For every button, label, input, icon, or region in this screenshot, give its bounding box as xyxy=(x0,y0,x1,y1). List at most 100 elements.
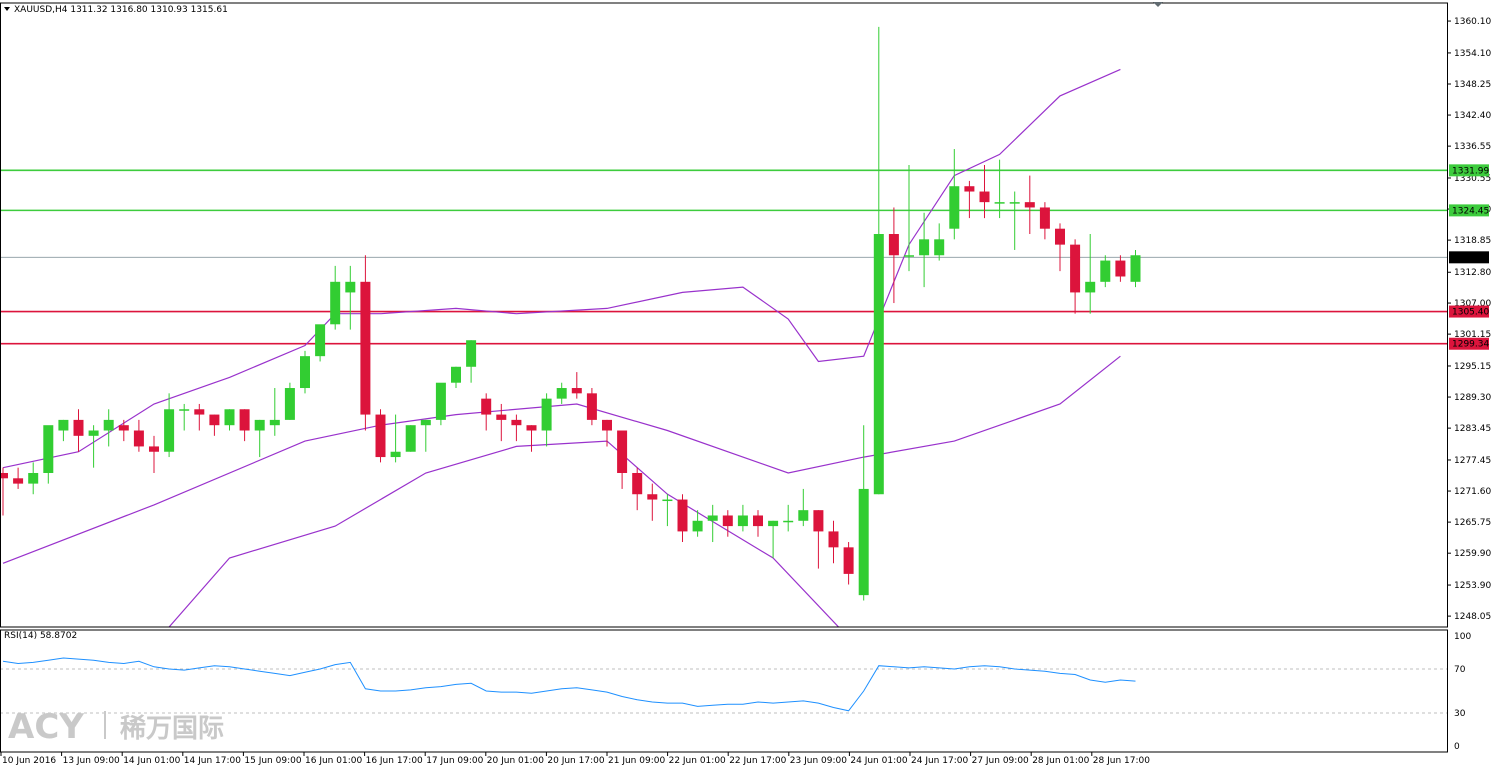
rsi-panel xyxy=(0,657,1447,714)
y-tick-label: 1248.05 xyxy=(1454,612,1491,622)
level-price-tag xyxy=(1449,337,1489,350)
candle-body xyxy=(798,510,809,521)
candle-body xyxy=(28,472,39,484)
candle-body xyxy=(843,547,854,574)
candle-body xyxy=(254,419,265,431)
level-price-label: 1305.40 xyxy=(1452,308,1489,318)
candle xyxy=(677,494,688,543)
y-tick-label: 1312.80 xyxy=(1454,268,1491,278)
candle-body xyxy=(1055,228,1065,245)
level-price-label: 1331.99 xyxy=(1452,166,1489,176)
candle-body xyxy=(149,446,159,452)
candle xyxy=(375,409,386,463)
candle xyxy=(239,409,250,442)
candle xyxy=(496,403,507,442)
y-tick-label: 1259.90 xyxy=(1454,549,1491,559)
candle xyxy=(315,324,326,362)
y-tick-label: 1318.85 xyxy=(1454,236,1491,246)
candle xyxy=(284,382,295,420)
candle-body xyxy=(979,191,990,203)
rsi-panel-frame xyxy=(0,629,1448,753)
candle xyxy=(707,504,718,543)
x-tick-label: 28 Jun 01:00 xyxy=(1032,756,1089,766)
level-price-label: 1315.61 xyxy=(1452,253,1489,263)
candle xyxy=(1039,202,1050,240)
dropdown-triangle-icon[interactable] xyxy=(4,7,10,11)
candle xyxy=(28,462,39,495)
candle xyxy=(556,382,567,404)
candle-body xyxy=(964,186,975,192)
x-tick-label: 24 Jun 17:00 xyxy=(911,756,968,766)
candle xyxy=(149,435,159,473)
candle-body xyxy=(300,356,310,389)
y-tick-label: 1253.90 xyxy=(1454,581,1491,591)
y-tick-label: 1271.60 xyxy=(1454,487,1491,497)
candle-body xyxy=(88,430,99,436)
candle xyxy=(843,542,854,585)
candle xyxy=(617,430,628,489)
candle-body xyxy=(692,520,703,532)
level-price-label: 1299.34 xyxy=(1452,340,1489,350)
candle-body xyxy=(496,414,507,420)
main-panel-frame xyxy=(0,2,1448,628)
candle xyxy=(768,520,779,558)
candle-body xyxy=(164,409,175,452)
candle-body xyxy=(466,340,477,367)
candle-body xyxy=(934,239,945,256)
candle xyxy=(405,425,416,452)
x-tick-label: 23 Jun 09:00 xyxy=(790,756,847,766)
x-tick-label: 15 Jun 09:00 xyxy=(244,756,301,766)
candle xyxy=(858,425,869,601)
candle-body xyxy=(556,388,567,399)
candle-body xyxy=(0,472,8,479)
level-price-tag xyxy=(1449,164,1489,177)
candle-body xyxy=(753,515,763,527)
candle xyxy=(224,409,235,431)
candle-body xyxy=(43,425,54,473)
candle-body xyxy=(345,281,356,293)
candle xyxy=(798,488,809,527)
candle xyxy=(873,26,884,495)
candle-body xyxy=(677,499,688,532)
candle-body xyxy=(586,393,597,420)
x-tick-label: 14 Jun 17:00 xyxy=(184,756,241,766)
candle xyxy=(571,372,582,399)
x-tick-label: 20 Jun 01:00 xyxy=(487,756,544,766)
watermark-chinese: 稀万国际 xyxy=(120,714,224,744)
candle-body xyxy=(662,499,673,502)
candle xyxy=(435,382,446,426)
candle xyxy=(269,388,280,436)
candle xyxy=(330,265,341,330)
shift-marker-icon[interactable] xyxy=(1153,2,1163,7)
candle-body xyxy=(1009,202,1020,204)
candle-body xyxy=(360,281,371,415)
candle-body xyxy=(58,419,69,431)
rsi-line xyxy=(2,657,1136,712)
candle xyxy=(43,425,54,484)
y-tick-label: 1283.45 xyxy=(1454,424,1491,434)
candle xyxy=(828,520,839,564)
x-tick-label: 28 Jun 17:00 xyxy=(1093,756,1150,766)
candle-body xyxy=(707,515,718,521)
candle xyxy=(73,409,84,452)
candle-body xyxy=(118,425,129,431)
candle-body xyxy=(133,430,144,447)
x-tick-label: 27 Jun 09:00 xyxy=(972,756,1029,766)
watermark-brand: ACY xyxy=(8,707,84,747)
candle-body xyxy=(888,234,899,256)
candle xyxy=(103,409,114,447)
candle xyxy=(783,504,794,532)
candle xyxy=(13,467,24,489)
candle-body xyxy=(949,186,960,229)
candle-body xyxy=(1130,255,1141,282)
candle-body xyxy=(617,430,628,473)
chart-title: XAUUSD,H4 1311.32 1316.80 1310.93 1315.6… xyxy=(14,5,228,15)
y-tick-label: 1301.15 xyxy=(1454,330,1491,340)
candle-body xyxy=(103,419,114,431)
x-tick-label: 21 Jun 09:00 xyxy=(608,756,665,766)
candle-body xyxy=(602,419,612,431)
candle-body xyxy=(722,515,733,527)
main-price-panel xyxy=(0,26,1447,627)
candle xyxy=(692,510,703,537)
